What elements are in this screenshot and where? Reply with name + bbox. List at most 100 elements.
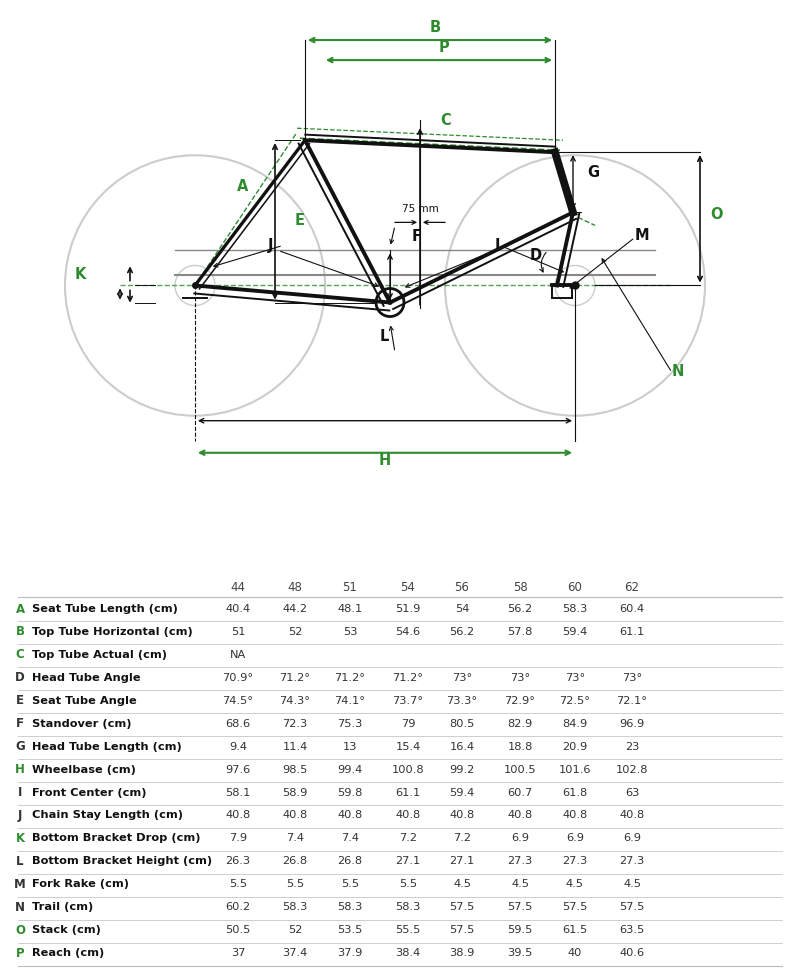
Text: 72.1°: 72.1° bbox=[617, 696, 647, 706]
Text: 84.9: 84.9 bbox=[562, 718, 588, 729]
Text: 51: 51 bbox=[230, 627, 246, 637]
Text: 53.5: 53.5 bbox=[338, 925, 362, 935]
Text: 52: 52 bbox=[288, 925, 302, 935]
Text: H: H bbox=[379, 453, 391, 468]
Text: L: L bbox=[380, 329, 390, 344]
Text: 57.5: 57.5 bbox=[619, 902, 645, 913]
Text: 26.8: 26.8 bbox=[282, 856, 307, 867]
Text: 50.5: 50.5 bbox=[226, 925, 250, 935]
Text: 40.8: 40.8 bbox=[282, 810, 308, 821]
Text: 98.5: 98.5 bbox=[282, 764, 308, 775]
Text: K: K bbox=[75, 267, 86, 282]
Text: 73°: 73° bbox=[510, 672, 530, 683]
Text: 56.2: 56.2 bbox=[450, 627, 474, 637]
Text: I: I bbox=[495, 238, 501, 254]
Text: Front Center (cm): Front Center (cm) bbox=[32, 788, 146, 797]
Text: 18.8: 18.8 bbox=[507, 742, 533, 752]
Text: M: M bbox=[14, 877, 26, 891]
Text: 59.4: 59.4 bbox=[450, 788, 474, 797]
Text: 54: 54 bbox=[401, 581, 415, 594]
Text: 5.5: 5.5 bbox=[286, 879, 304, 889]
Text: Bottom Bracket Height (cm): Bottom Bracket Height (cm) bbox=[32, 856, 212, 867]
Text: 60: 60 bbox=[567, 581, 582, 594]
Text: 7.2: 7.2 bbox=[399, 834, 417, 843]
Text: 53: 53 bbox=[342, 627, 358, 637]
Text: O: O bbox=[710, 207, 722, 222]
Text: 63: 63 bbox=[625, 788, 639, 797]
Text: 44: 44 bbox=[230, 581, 246, 594]
Text: Standover (cm): Standover (cm) bbox=[32, 718, 131, 729]
Text: NA: NA bbox=[230, 650, 246, 660]
Text: 68.6: 68.6 bbox=[226, 718, 250, 729]
Text: L: L bbox=[16, 855, 24, 868]
Text: 71.2°: 71.2° bbox=[279, 672, 310, 683]
Text: 73°: 73° bbox=[622, 672, 642, 683]
Text: 99.4: 99.4 bbox=[338, 764, 362, 775]
Text: 61.1: 61.1 bbox=[395, 788, 421, 797]
Text: 58.1: 58.1 bbox=[226, 788, 250, 797]
Text: 6.9: 6.9 bbox=[623, 834, 641, 843]
Text: 57.5: 57.5 bbox=[507, 902, 533, 913]
Text: O: O bbox=[15, 923, 25, 937]
Text: 58.3: 58.3 bbox=[395, 902, 421, 913]
Text: Chain Stay Length (cm): Chain Stay Length (cm) bbox=[32, 810, 183, 821]
Text: 70.9°: 70.9° bbox=[222, 672, 254, 683]
Text: Seat Tube Length (cm): Seat Tube Length (cm) bbox=[32, 604, 178, 614]
Text: 61.8: 61.8 bbox=[562, 788, 588, 797]
Text: 51: 51 bbox=[342, 581, 358, 594]
Text: F: F bbox=[412, 229, 422, 244]
Text: 4.5: 4.5 bbox=[566, 879, 584, 889]
Text: 37.9: 37.9 bbox=[338, 948, 362, 958]
Text: J: J bbox=[268, 238, 274, 254]
Text: 99.2: 99.2 bbox=[450, 764, 474, 775]
Text: 40.8: 40.8 bbox=[226, 810, 250, 821]
Text: 37.4: 37.4 bbox=[282, 948, 308, 958]
Text: 57.5: 57.5 bbox=[450, 925, 474, 935]
Text: 73.3°: 73.3° bbox=[446, 696, 478, 706]
Text: 7.4: 7.4 bbox=[286, 834, 304, 843]
Text: 73.7°: 73.7° bbox=[393, 696, 423, 706]
Text: Bottom Bracket Drop (cm): Bottom Bracket Drop (cm) bbox=[32, 834, 201, 843]
Text: N: N bbox=[15, 901, 25, 914]
Text: 72.3: 72.3 bbox=[282, 718, 308, 729]
Text: 4.5: 4.5 bbox=[511, 879, 529, 889]
Text: Stack (cm): Stack (cm) bbox=[32, 925, 101, 935]
Text: 59.5: 59.5 bbox=[507, 925, 533, 935]
Text: 48: 48 bbox=[287, 581, 302, 594]
Text: Seat Tube Angle: Seat Tube Angle bbox=[32, 696, 137, 706]
Text: 100.5: 100.5 bbox=[504, 764, 536, 775]
Text: K: K bbox=[15, 832, 25, 845]
Text: 96.9: 96.9 bbox=[619, 718, 645, 729]
Text: 38.4: 38.4 bbox=[395, 948, 421, 958]
Text: 57.8: 57.8 bbox=[507, 627, 533, 637]
Text: 61.1: 61.1 bbox=[619, 627, 645, 637]
Text: 61.5: 61.5 bbox=[562, 925, 588, 935]
Text: 82.9: 82.9 bbox=[507, 718, 533, 729]
Text: G: G bbox=[15, 740, 25, 753]
Text: 26.3: 26.3 bbox=[226, 856, 250, 867]
Text: 40.8: 40.8 bbox=[507, 810, 533, 821]
Text: 15.4: 15.4 bbox=[395, 742, 421, 752]
Text: B: B bbox=[15, 626, 25, 638]
Text: G: G bbox=[587, 165, 599, 181]
Text: E: E bbox=[16, 694, 24, 708]
Text: J: J bbox=[18, 809, 22, 822]
Text: 74.3°: 74.3° bbox=[279, 696, 310, 706]
Text: 38.9: 38.9 bbox=[450, 948, 474, 958]
Text: E: E bbox=[295, 214, 305, 228]
Text: 58: 58 bbox=[513, 581, 527, 594]
Text: 4.5: 4.5 bbox=[623, 879, 641, 889]
Text: 5.5: 5.5 bbox=[399, 879, 417, 889]
Text: 40.4: 40.4 bbox=[226, 604, 250, 614]
Text: 13: 13 bbox=[342, 742, 358, 752]
Text: 5.5: 5.5 bbox=[229, 879, 247, 889]
Text: Trail (cm): Trail (cm) bbox=[32, 902, 94, 913]
Text: 60.4: 60.4 bbox=[619, 604, 645, 614]
Text: 40.8: 40.8 bbox=[562, 810, 588, 821]
Text: A: A bbox=[15, 602, 25, 616]
Text: 44.2: 44.2 bbox=[282, 604, 307, 614]
Text: 6.9: 6.9 bbox=[566, 834, 584, 843]
Text: 40.6: 40.6 bbox=[619, 948, 645, 958]
Text: 60.7: 60.7 bbox=[507, 788, 533, 797]
Text: 40.8: 40.8 bbox=[619, 810, 645, 821]
